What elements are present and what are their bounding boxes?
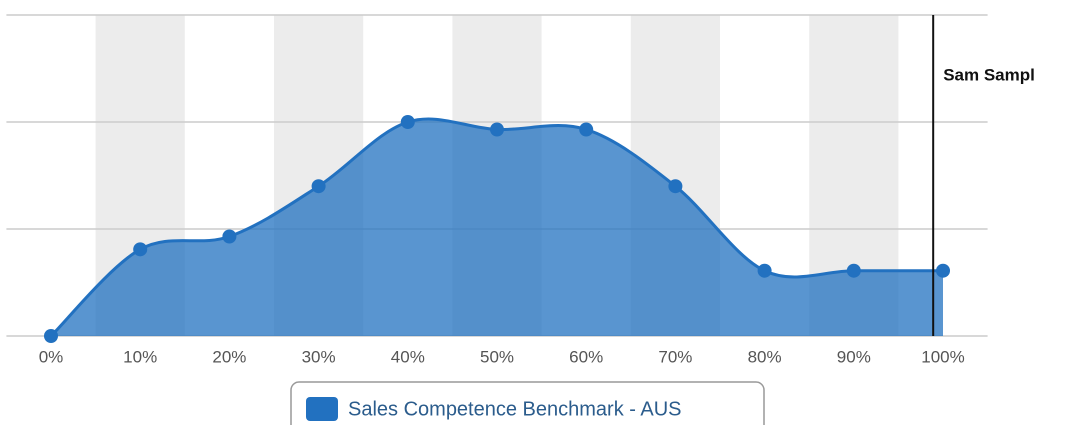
data-point — [668, 179, 683, 194]
x-tick-label: 70% — [658, 347, 692, 366]
legend-box — [290, 381, 765, 425]
x-tick-label: 80% — [748, 347, 782, 366]
data-point — [490, 122, 504, 137]
annotation-label: Sam Sampl — [943, 65, 1035, 84]
data-point — [400, 115, 415, 129]
data-point — [936, 263, 950, 278]
data-point — [311, 179, 326, 194]
legend-swatch — [306, 397, 338, 421]
x-tick-label: 60% — [569, 347, 603, 366]
data-point — [846, 263, 861, 278]
x-tick-label: 40% — [391, 347, 425, 366]
x-tick-label: 30% — [302, 347, 336, 366]
x-tick-label: 50% — [480, 347, 514, 366]
x-tick-label: 90% — [837, 347, 871, 366]
x-tick-label: 0% — [39, 347, 64, 366]
legend-label: Sales Competence Benchmark - AUS — [348, 398, 682, 420]
data-point — [757, 263, 772, 278]
area-fill — [51, 118, 943, 336]
data-point — [133, 242, 148, 257]
x-tick-label: 10% — [123, 347, 157, 366]
x-tick-label: 100% — [921, 347, 964, 366]
x-tick-label: 20% — [212, 347, 246, 366]
data-point — [44, 329, 58, 343]
data-point — [579, 122, 594, 137]
data-point — [222, 229, 237, 244]
